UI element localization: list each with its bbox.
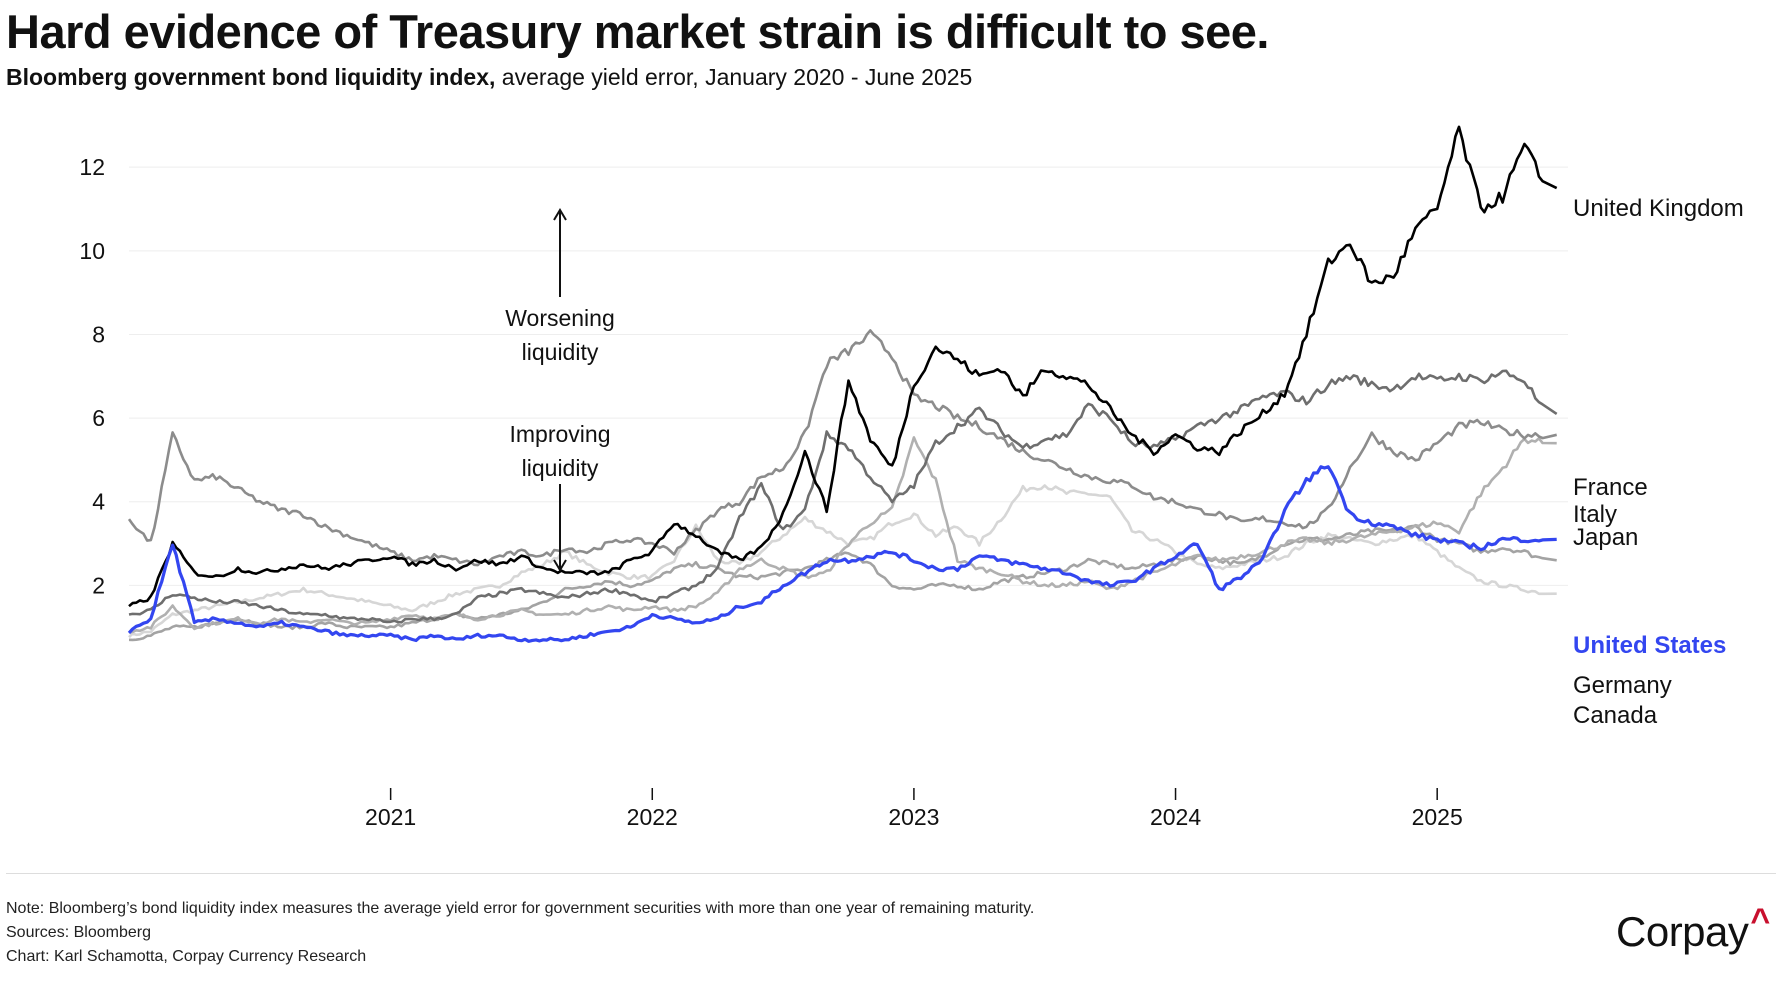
chart-subtitle: Bloomberg government bond liquidity inde… [6, 64, 972, 91]
up-arrowhead-icon [553, 208, 567, 221]
end-label-germany: Germany [1573, 672, 1672, 699]
down-arrowhead-icon [553, 559, 567, 572]
improving-label-2: liquidity [522, 455, 599, 481]
x-tick-label: 2022 [627, 804, 678, 830]
logo-caret-icon: ^ [1750, 902, 1770, 940]
y-axis: 2 4 6 8 10 12 [79, 154, 105, 598]
x-tick-label: 2024 [1150, 804, 1201, 830]
subtitle-bold: Bloomberg government bond liquidity inde… [6, 64, 496, 90]
series-line-united-kingdom [128, 125, 1558, 608]
y-tick-label: 8 [92, 321, 105, 347]
y-tick-label: 2 [92, 572, 105, 598]
corpay-logo: Corpay^ [1616, 902, 1770, 956]
end-label-france: France [1573, 474, 1648, 501]
footer-credit: Chart: Karl Schamotta, Corpay Currency R… [6, 948, 367, 965]
series-line-japan [128, 436, 1557, 634]
end-label-canada: Canada [1573, 702, 1658, 729]
subtitle-rest: average yield error, January 2020 - June… [495, 64, 973, 90]
worsening-label: Worsening [505, 305, 615, 331]
end-label-united-kingdom: United Kingdom [1573, 195, 1744, 222]
end-label-japan: Japan [1573, 524, 1638, 551]
y-tick-label: 4 [92, 489, 105, 515]
x-tick-label: 2025 [1412, 804, 1463, 830]
end-label-italy: Italy [1573, 501, 1617, 528]
chart-title: Hard evidence of Treasury market strain … [6, 5, 1269, 58]
footer-divider [6, 873, 1776, 874]
improving-label: Improving [510, 421, 611, 447]
y-tick-label: 6 [92, 405, 105, 431]
y-tick-label: 10 [79, 238, 105, 264]
x-tick-label: 2023 [888, 804, 939, 830]
series-line-germany [128, 524, 1557, 642]
end-label-united-states: United States [1573, 632, 1726, 659]
liquidity-annotation: Worsening liquidity Improving liquidity [505, 208, 615, 572]
series-lines [127, 125, 1558, 643]
x-tick-label: 2021 [365, 804, 416, 830]
gridlines [129, 166, 1568, 586]
y-tick-label: 12 [79, 154, 105, 180]
series-line-united-states [127, 465, 1557, 643]
footer-note: Note: Bloomberg’s bond liquidity index m… [6, 900, 1035, 917]
worsening-label-2: liquidity [522, 339, 599, 365]
series-line-italy [127, 329, 1557, 567]
footer-sources: Sources: Bloomberg [6, 924, 151, 941]
x-axis: 2021 2022 2023 2024 2025 [365, 788, 1463, 830]
logo-text: Corpay [1616, 908, 1749, 955]
